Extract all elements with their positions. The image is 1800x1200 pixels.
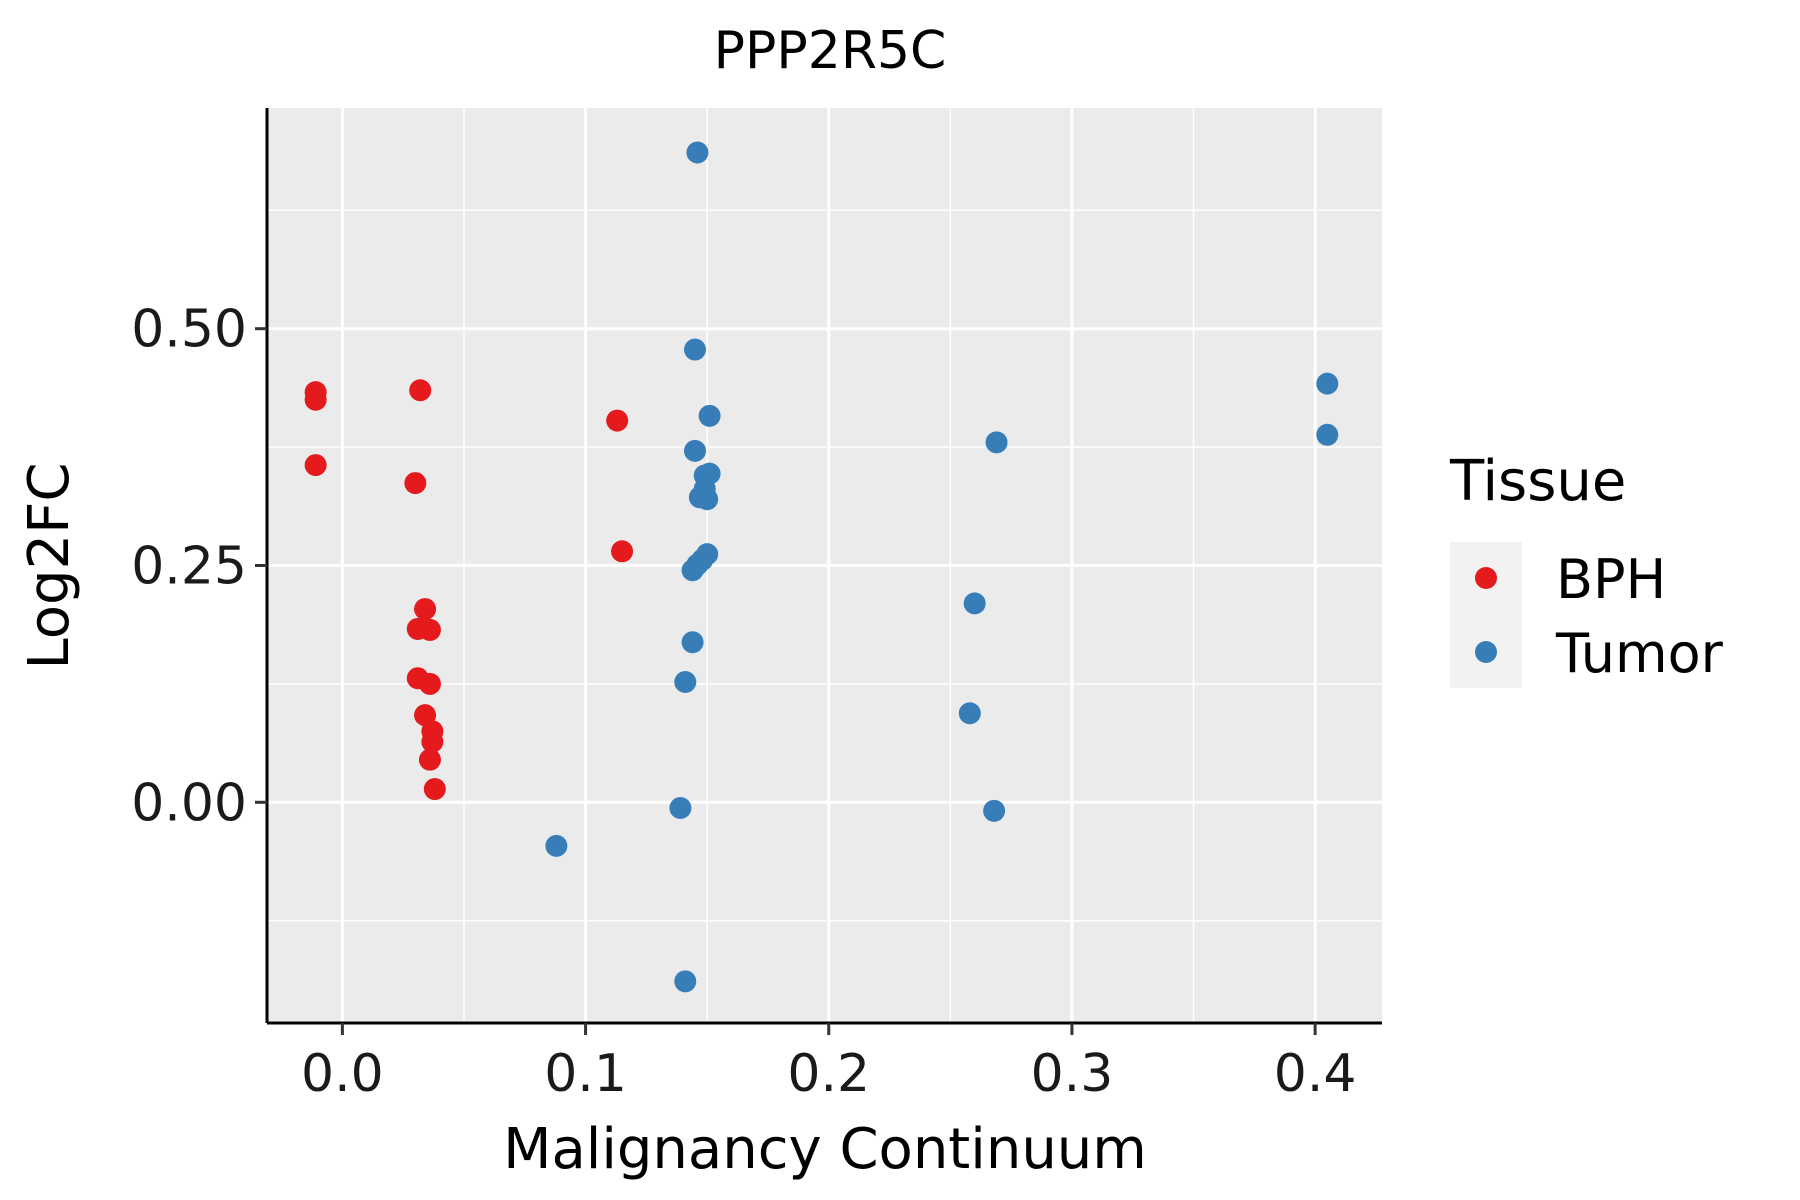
- point-bph-1: [304, 388, 327, 411]
- y-tick-label-2: 0.50: [131, 300, 247, 360]
- point-bph-16: [611, 540, 634, 563]
- point-tumor-22: [1316, 372, 1339, 395]
- point-bph-12: [421, 730, 444, 753]
- point-tumor-17: [545, 834, 568, 857]
- point-tumor-20: [958, 702, 981, 725]
- point-tumor-2: [698, 404, 721, 427]
- point-tumor-23: [1316, 423, 1339, 446]
- x-axis-title: Malignancy Continuum: [503, 1117, 1147, 1182]
- point-bph-14: [423, 778, 446, 801]
- y-tick-label-0: 0.00: [131, 773, 247, 833]
- point-tumor-19: [963, 592, 986, 615]
- y-axis-title: Log2FC: [17, 463, 82, 670]
- x-tick-label-4: 0.4: [1274, 1044, 1357, 1104]
- point-bph-3: [409, 379, 432, 402]
- legend-key-tumor: [1475, 641, 1497, 663]
- legend-label-bph: BPH: [1556, 548, 1666, 611]
- point-bph-5: [414, 598, 437, 621]
- point-tumor-8: [696, 488, 719, 511]
- axis-ticks: 0.0 0.1 0.2 0.3 0.4 0.00 0.25 0.50: [131, 300, 1356, 1104]
- x-tick-label-1: 0.1: [544, 1044, 627, 1104]
- point-tumor-18: [985, 431, 1008, 454]
- point-tumor-1: [684, 338, 707, 361]
- point-bph-9: [418, 672, 441, 695]
- legend-label-tumor: Tumor: [1555, 622, 1724, 685]
- point-bph-13: [418, 748, 441, 771]
- legend-key-bph: [1475, 567, 1497, 589]
- legend: Tissue BPH Tumor: [1449, 449, 1724, 688]
- x-tick-label-3: 0.3: [1031, 1044, 1114, 1104]
- point-tumor-12: [681, 559, 704, 582]
- point-tumor-14: [674, 671, 697, 694]
- point-tumor-21: [983, 799, 1006, 822]
- chart-title: PPP2R5C: [714, 21, 947, 81]
- y-tick-label-1: 0.25: [131, 537, 247, 597]
- point-bph-15: [606, 409, 629, 432]
- point-tumor-3: [684, 439, 707, 462]
- data-points: [304, 141, 1339, 993]
- grid-lines: [267, 108, 1382, 1023]
- point-bph-4: [404, 472, 427, 495]
- x-tick-label-2: 0.2: [787, 1044, 870, 1104]
- point-tumor-15: [669, 796, 692, 819]
- point-tumor-16: [674, 970, 697, 993]
- point-bph-7: [418, 618, 441, 641]
- point-tumor-13: [681, 631, 704, 654]
- point-bph-2: [304, 454, 327, 477]
- legend-key-background: [1450, 542, 1522, 688]
- legend-title: Tissue: [1449, 449, 1626, 514]
- point-tumor-0: [686, 141, 709, 164]
- x-tick-label-0: 0.0: [301, 1044, 384, 1104]
